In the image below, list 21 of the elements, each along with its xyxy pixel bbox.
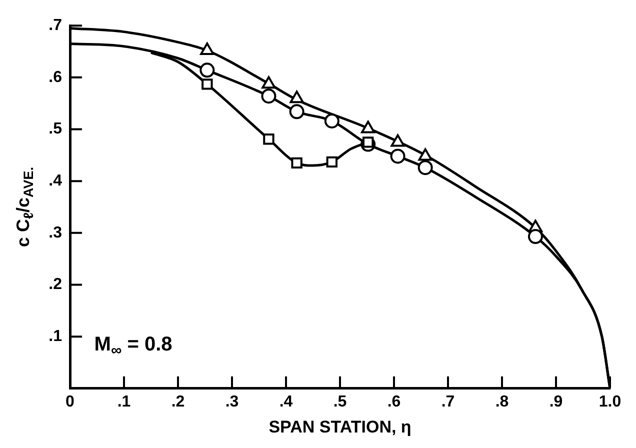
x-tick-label: 0 [66, 393, 75, 410]
y-tick-label: .5 [48, 120, 62, 138]
x-tick-label: .7 [441, 393, 455, 410]
x-tick-label: .3 [225, 393, 239, 410]
annotation: M∞ = 0.8 [94, 333, 172, 360]
x-tick-label: .1 [117, 393, 131, 410]
y-tick-label: .7 [48, 17, 62, 34]
y-tick-label: .3 [48, 224, 62, 242]
x-tick-label: .9 [549, 393, 563, 410]
x-tick-label: 1.0 [598, 393, 622, 410]
y-tick-label: .1 [48, 328, 62, 345]
x-tick-label: .4 [279, 393, 293, 410]
x-axis-title: SPAN STATION, η [268, 417, 412, 436]
y-axis-title: c Cℓ/cAVE. [12, 166, 36, 248]
x-tick-label: .6 [387, 393, 401, 410]
x-tick-label: .2 [171, 393, 185, 410]
x-tick-label: .5 [333, 393, 347, 410]
x-tick-label: .8 [495, 393, 509, 410]
y-tick-label: .6 [48, 68, 62, 86]
y-tick-label: .4 [48, 172, 62, 190]
y-tick-label: .2 [48, 276, 62, 294]
